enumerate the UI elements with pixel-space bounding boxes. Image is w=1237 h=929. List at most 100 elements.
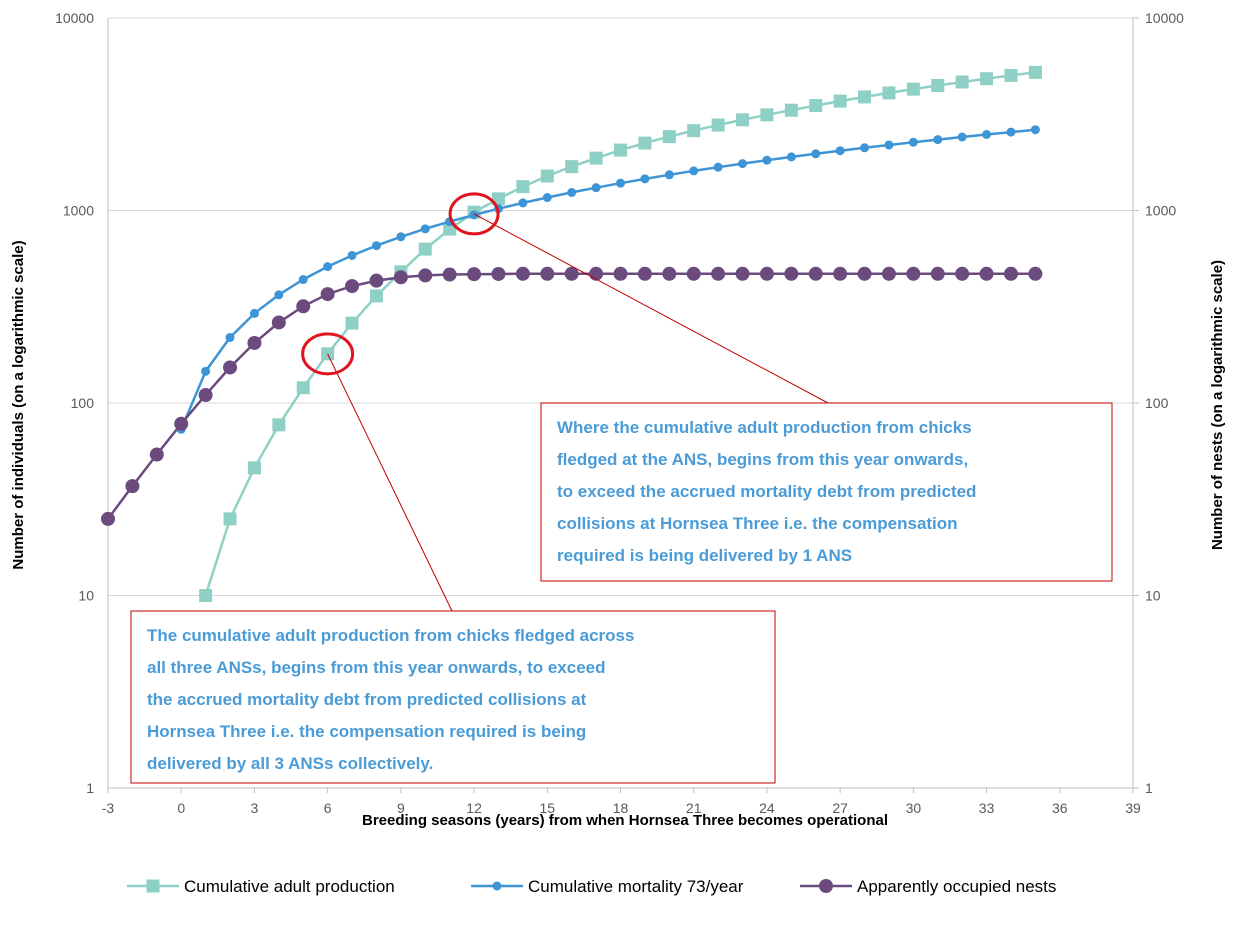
x-tick-label: 30 (906, 800, 922, 816)
legend: Cumulative adult production Cumulative mo… (127, 877, 1056, 896)
data-point (125, 479, 140, 494)
data-point (149, 447, 164, 462)
data-point (249, 308, 259, 318)
data-point (811, 149, 821, 159)
data-point (738, 159, 748, 169)
data-point (542, 193, 552, 203)
data-point (274, 290, 284, 300)
data-point (908, 137, 918, 147)
data-point (442, 267, 457, 282)
legend-label: Apparently occupied nests (857, 877, 1056, 896)
data-point (686, 266, 701, 281)
annotation-1: Where the cumulative adult production fr… (448, 192, 1113, 582)
data-point (567, 187, 577, 197)
data-point (614, 143, 627, 157)
data-point (418, 268, 433, 283)
data-point (320, 287, 335, 302)
x-tick-label: -3 (102, 800, 115, 816)
data-point (784, 266, 799, 281)
data-point (980, 72, 994, 86)
data-point (345, 316, 359, 330)
data-point (1004, 68, 1018, 82)
data-point (225, 332, 235, 342)
x-tick-label: 12 (466, 800, 482, 816)
x-tick-label: 0 (177, 800, 185, 816)
annotation-text-line: delivered by all 3 ANSs collectively. (147, 754, 433, 773)
data-point (393, 270, 408, 285)
legend-label: Cumulative mortality 73/year (528, 877, 744, 896)
data-point (662, 266, 677, 281)
data-point (272, 418, 286, 432)
data-point (296, 299, 311, 314)
data-point (591, 183, 601, 193)
data-point (1028, 65, 1042, 79)
annotation-box (130, 610, 776, 784)
data-point (687, 124, 701, 138)
data-point (101, 511, 115, 526)
data-point (1030, 125, 1040, 135)
data-point (174, 416, 189, 431)
data-point (518, 198, 528, 208)
x-tick-label: 33 (979, 800, 995, 816)
data-point (515, 266, 530, 281)
data-point (540, 266, 555, 281)
data-point (247, 461, 261, 475)
x-axis-title: Breeding seasons (years) from when Horns… (362, 812, 888, 829)
data-point (857, 266, 872, 281)
x-tick-label: 24 (759, 800, 775, 816)
series-layer (101, 65, 1043, 602)
data-point (833, 94, 847, 108)
x-tick-label: 3 (251, 800, 259, 816)
data-point (371, 241, 381, 251)
data-point (640, 174, 650, 184)
data-point (298, 275, 308, 285)
y-tick-label: 10000 (55, 10, 94, 26)
data-point (564, 266, 579, 281)
y-tick-label: 1000 (63, 203, 94, 219)
legend-label: Cumulative adult production (184, 877, 395, 896)
legend-marker (819, 879, 833, 893)
data-point (516, 180, 530, 194)
annotation-text-line: the accrued mortality debt from predicte… (147, 690, 587, 709)
data-point (198, 388, 213, 403)
data-point (418, 242, 432, 256)
data-point (396, 232, 406, 242)
annotation-2: The cumulative adult production from chi… (130, 332, 776, 784)
x-tick-label: 15 (539, 800, 555, 816)
data-point (369, 273, 384, 288)
data-point (199, 589, 213, 602)
data-point (347, 250, 357, 260)
y-axis-title: Number of individuals (on a logarithmic … (10, 240, 27, 569)
x-tick-label: 39 (1125, 800, 1141, 816)
annotation-text-line: collisions at Hornsea Three i.e. the com… (557, 514, 958, 533)
data-point (931, 79, 945, 93)
data-point (762, 155, 772, 165)
annotation-text-line: to exceed the accrued mortality debt fro… (557, 482, 976, 501)
data-point (808, 266, 823, 281)
data-point (1028, 266, 1043, 281)
legend-marker (492, 881, 502, 891)
data-point (469, 210, 479, 220)
y2-tick-label: 10 (1145, 588, 1161, 604)
data-point (809, 99, 823, 113)
y2-tick-label: 1000 (1145, 203, 1176, 219)
y2-tick-label: 1 (1145, 780, 1153, 796)
data-point (933, 135, 943, 145)
y2-tick-label: 100 (1145, 395, 1169, 411)
data-point (296, 381, 310, 395)
data-point (589, 151, 603, 165)
data-point (906, 82, 920, 96)
annotation-text-line: Hornsea Three i.e. the compensation requ… (147, 722, 586, 741)
data-point (735, 266, 750, 281)
data-point (271, 315, 286, 330)
data-point (882, 86, 896, 100)
data-point (979, 266, 994, 281)
annotation-text-line: fledged at the ANS, begins from this yea… (557, 450, 968, 469)
data-point (930, 266, 945, 281)
data-point (491, 266, 506, 281)
data-point (565, 160, 579, 174)
data-point (955, 75, 969, 89)
data-point (884, 140, 894, 150)
data-point (420, 224, 430, 234)
